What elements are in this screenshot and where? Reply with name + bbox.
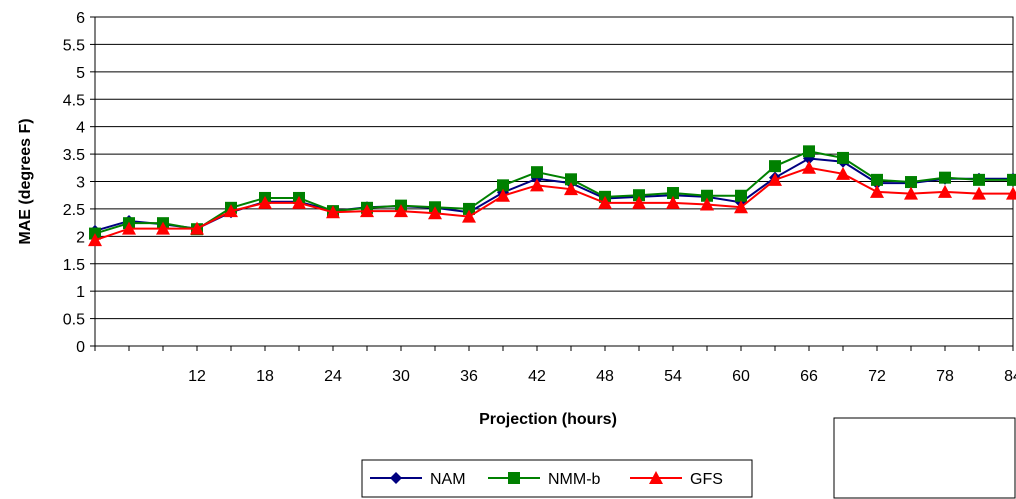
data-point-gfs — [904, 186, 918, 200]
y-tick-label: 4 — [76, 120, 85, 137]
y-tick-label: 1.5 — [63, 257, 85, 274]
data-point-nmm-b — [1007, 173, 1016, 186]
data-point-gfs — [360, 204, 374, 218]
legend-marker — [390, 472, 402, 484]
y-tick-label: 4.5 — [63, 92, 85, 109]
legend-label: GFS — [690, 471, 723, 488]
y-axis-title: MAE (degrees F) — [17, 118, 34, 244]
data-point-nmm-b — [701, 189, 713, 202]
data-point-nmm-b — [735, 189, 747, 202]
series-gfs — [88, 160, 1016, 247]
data-point-nmm-b — [905, 176, 917, 189]
data-point-nmm-b — [939, 171, 951, 184]
y-tick-label: 6 — [76, 10, 85, 27]
legend-box — [361, 459, 753, 498]
data-point-nmm-b — [667, 187, 679, 200]
x-axis-ticks: 12 18 24 30 36 42 48 54 60 66 72 78 84 — [94, 346, 1016, 385]
y-tick-label: 0 — [76, 339, 85, 356]
data-point-nmm-b — [565, 173, 577, 186]
data-point-gfs — [1006, 186, 1016, 200]
legend-item-nmm-b: NMM-b — [488, 471, 601, 488]
legend-item-nam: NAM — [370, 471, 466, 488]
data-point-nmm-b — [463, 202, 475, 215]
data-point-nmm-b — [531, 166, 543, 179]
data-point-nmm-b — [497, 179, 509, 192]
data-point-nmm-b — [973, 173, 985, 186]
y-tick-label: 1 — [76, 284, 85, 301]
data-point-gfs — [734, 200, 748, 214]
data-point-gfs — [802, 160, 816, 174]
y-tick-label: 5 — [76, 65, 85, 82]
data-point-gfs — [394, 204, 408, 218]
data-point-nmm-b — [633, 189, 645, 202]
x-tick-label: 54 — [664, 368, 682, 385]
data-point-gfs — [768, 172, 782, 186]
x-tick-label: 36 — [460, 368, 478, 385]
x-tick-label: 84 — [1004, 368, 1016, 385]
data-point-gfs — [156, 221, 170, 235]
x-tick-label: 60 — [732, 368, 750, 385]
x-tick-label: 30 — [392, 368, 410, 385]
x-tick-label: 66 — [800, 368, 818, 385]
data-point-gfs — [700, 197, 714, 211]
data-point-gfs — [462, 209, 476, 223]
y-axis-ticks: 0 0.5 1 1.5 2 2.5 3 3.5 4 4.5 5 5.5 6 — [63, 10, 95, 356]
data-point-gfs — [666, 195, 680, 209]
y-tick-label: 3 — [76, 175, 85, 192]
data-point-nmm-b — [837, 151, 849, 164]
y-tick-label: 0.5 — [63, 312, 85, 329]
legend-marker — [649, 471, 663, 484]
x-tick-label: 72 — [868, 368, 886, 385]
x-tick-label: 48 — [596, 368, 614, 385]
data-point-nmm-b — [871, 173, 883, 186]
data-point-gfs — [938, 184, 952, 198]
data-point-gfs — [326, 205, 340, 219]
y-tick-label: 2.5 — [63, 202, 85, 219]
y-tick-label: 2 — [76, 229, 85, 246]
data-point-gfs — [190, 221, 204, 235]
x-tick-label: 42 — [528, 368, 546, 385]
data-point-nmm-b — [769, 160, 781, 173]
empty-panel — [833, 417, 1016, 499]
series-line-nmm-b — [94, 150, 1013, 235]
legend: NAM NMM-b GFS — [361, 459, 753, 498]
legend-label: NMM-b — [548, 471, 601, 488]
data-point-gfs — [564, 182, 578, 196]
data-point-gfs — [632, 195, 646, 209]
data-point-gfs — [496, 188, 510, 202]
x-axis-title: Projection (hours) — [479, 411, 617, 428]
data-point-gfs — [224, 204, 238, 218]
data-point-gfs — [598, 195, 612, 209]
data-point-gfs — [972, 186, 986, 200]
data-point-gfs — [530, 178, 544, 192]
legend-label: NAM — [430, 471, 466, 488]
y-tick-label: 5.5 — [63, 37, 85, 54]
x-tick-label: 78 — [936, 368, 954, 385]
data-point-gfs — [292, 195, 306, 209]
data-point-nmm-b — [803, 145, 815, 158]
data-point-gfs — [122, 221, 136, 235]
x-tick-label: 12 — [188, 368, 206, 385]
data-point-gfs — [88, 233, 102, 247]
data-point-gfs — [428, 206, 442, 220]
data-point-gfs — [258, 195, 272, 209]
data-point-gfs — [836, 166, 850, 180]
y-tick-label: 3.5 — [63, 147, 85, 164]
x-tick-label: 18 — [256, 368, 274, 385]
data-point-gfs — [870, 184, 884, 198]
series-line-gfs — [94, 166, 1013, 242]
legend-item-gfs: GFS — [630, 471, 723, 488]
legend-marker — [508, 472, 520, 484]
series-layer — [88, 145, 1016, 247]
x-tick-label: 24 — [324, 368, 342, 385]
